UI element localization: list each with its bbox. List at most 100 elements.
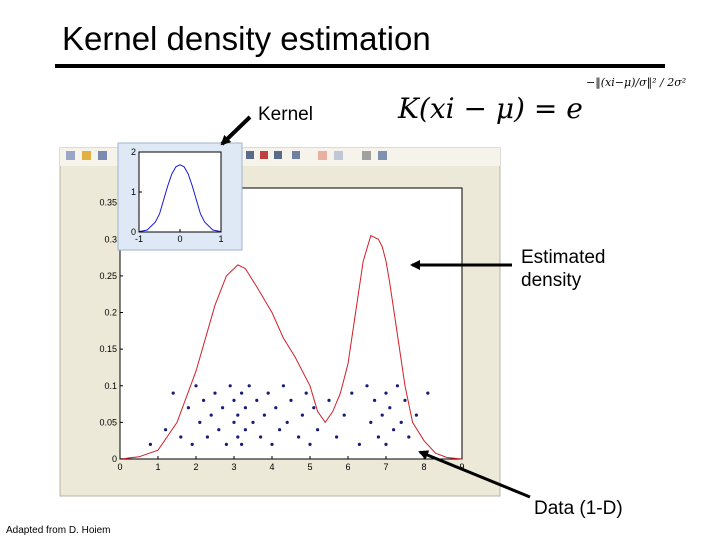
data-point — [213, 391, 217, 395]
data-label: Data (1-D) — [534, 498, 623, 519]
data-point — [388, 406, 392, 410]
x-tick-label: 1 — [155, 462, 160, 472]
toolbar-icon-pan[interactable] — [246, 151, 254, 159]
data-point — [194, 384, 198, 388]
formula-exponent: −‖(xi−μ)/σ‖² / 2σ² — [586, 76, 687, 89]
estimated-density-label: Estimated density — [521, 246, 605, 292]
data-point — [221, 406, 225, 410]
data-point — [399, 420, 403, 424]
data-point — [300, 413, 304, 417]
y-tick-label: 1 — [131, 187, 136, 197]
y-tick-label: 0.15 — [99, 344, 117, 354]
data-point — [202, 398, 206, 402]
toolbar-icon-plottools[interactable] — [378, 151, 387, 160]
x-tick-label: 0 — [117, 462, 122, 472]
kernel-curve-layer — [138, 164, 222, 233]
data-point — [224, 442, 228, 446]
data-point — [262, 413, 266, 417]
formula-main: K(xi − μ) = e — [398, 92, 583, 125]
data-point — [198, 420, 202, 424]
data-point — [243, 406, 247, 410]
data-point — [304, 391, 308, 395]
y-tick-label: 0.2 — [104, 308, 117, 318]
kernel-arrow — [220, 115, 252, 146]
data-point — [148, 442, 152, 446]
data-arrow — [418, 450, 531, 499]
y-tick-label: 0 — [131, 227, 136, 237]
data-point — [308, 442, 312, 446]
data-point — [285, 420, 289, 424]
density-label-line1: Estimated — [521, 247, 606, 268]
data-point — [171, 391, 175, 395]
data-point — [179, 435, 183, 439]
x-tick-label: 5 — [307, 462, 312, 472]
toolbar-icon-legend[interactable] — [362, 151, 371, 160]
data-point — [350, 391, 354, 395]
data-point — [365, 384, 369, 388]
data-point — [247, 384, 251, 388]
x-tick-label: 9 — [459, 462, 464, 472]
kernel-formula: K(xi − μ) = e −‖(xi−μ)/σ‖² / 2σ² — [398, 76, 686, 125]
x-tick-label: 6 — [345, 462, 350, 472]
data-point — [357, 442, 361, 446]
data-point — [384, 442, 388, 446]
density-label-line2: density — [521, 270, 582, 291]
data-point — [403, 398, 407, 402]
toolbar-icon-brush[interactable] — [292, 151, 300, 159]
toolbar-icon-datacursor[interactable] — [274, 151, 282, 159]
x-tick-label: 2 — [193, 462, 198, 472]
main-y-ticks: 0 0.05 0.1 0.15 0.2 0.25 0.3 0.35 — [99, 198, 123, 464]
y-tick-label: 0.25 — [99, 271, 117, 281]
toolbar-icon-rotate[interactable] — [260, 151, 268, 159]
data-point — [376, 435, 380, 439]
data-point — [205, 435, 209, 439]
y-tick-label: 0 — [112, 454, 117, 464]
x-tick-label: 3 — [231, 462, 236, 472]
data-point — [342, 413, 346, 417]
data-point — [232, 420, 236, 424]
data-point — [270, 442, 274, 446]
data-point — [395, 384, 399, 388]
data-point — [190, 442, 194, 446]
data-point — [380, 413, 384, 417]
data-point — [384, 391, 388, 395]
data-point — [228, 384, 232, 388]
data-point — [251, 420, 255, 424]
inset-y-ticks: 0 1 2 — [131, 147, 142, 237]
toolbar-icons — [66, 151, 387, 160]
x-tick-label: 1 — [218, 234, 223, 244]
data-point — [407, 435, 411, 439]
x-tick-label: 8 — [421, 462, 426, 472]
x-tick-label: 7 — [383, 462, 388, 472]
toolbar-icon-link[interactable] — [318, 151, 327, 160]
kernel-curve — [138, 164, 222, 233]
data-point — [232, 398, 236, 402]
data-point — [186, 406, 190, 410]
data-point — [266, 391, 270, 395]
data-point — [316, 428, 320, 432]
toolbar-icon-new[interactable] — [66, 151, 75, 160]
data-point — [369, 420, 373, 424]
data-point — [240, 391, 244, 395]
data-point — [274, 406, 278, 410]
data-point — [289, 398, 293, 402]
kernel-inset: -1 0 1 012 — [117, 142, 243, 251]
slide-title: Kernel density estimation — [62, 20, 431, 57]
density-curve-layer — [119, 234, 463, 460]
data-point — [392, 428, 396, 432]
data-point — [297, 435, 301, 439]
toolbar-icon-colorbar[interactable] — [334, 151, 343, 160]
density-curve — [119, 234, 463, 460]
data-point — [236, 435, 240, 439]
data-point — [312, 406, 316, 410]
toolbar-icon-save[interactable] — [98, 151, 107, 160]
data-point — [255, 398, 259, 402]
data-point — [217, 428, 221, 432]
data-point — [209, 413, 213, 417]
toolbar-icon-open[interactable] — [82, 151, 91, 160]
data-point — [281, 384, 285, 388]
data-points-layer — [148, 384, 430, 446]
y-tick-label: 0.1 — [104, 381, 117, 391]
data-point — [426, 391, 430, 395]
